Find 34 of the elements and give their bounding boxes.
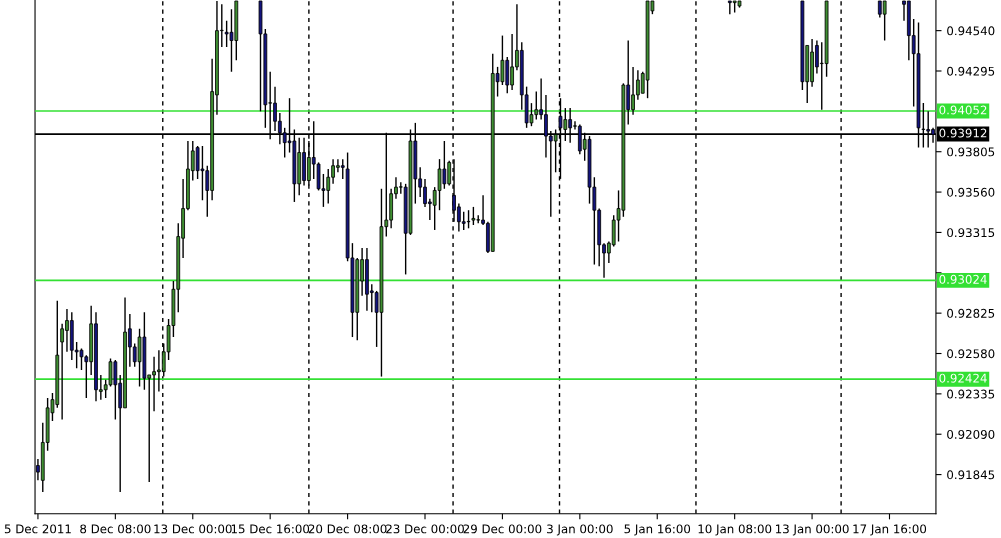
- candlestick: [882, 0, 887, 42]
- candlestick: [340, 158, 345, 180]
- x-tick-label: 5 Dec 2011: [4, 524, 71, 534]
- y-tick-label: 0.92335: [947, 389, 995, 399]
- candlestick: [471, 206, 476, 226]
- x-tick-label: 15 Dec 16:00: [231, 524, 310, 534]
- x-tick-label: 3 Jan 00:00: [547, 524, 613, 536]
- y-tick-label: 0.92580: [947, 349, 995, 359]
- ref-line-label: 0.94052: [939, 105, 987, 115]
- y-tick-label: 0.94295: [947, 66, 995, 76]
- ref-line-label: 0.93024: [939, 274, 987, 284]
- y-tick-label: 0.91845: [947, 470, 995, 480]
- x-tick-label: 13 Dec 00:00: [154, 524, 232, 534]
- x-tick-label: 8 Dec 08:00: [80, 524, 151, 534]
- candlestick: [466, 209, 471, 230]
- y-tick-label: 0.93805: [947, 147, 995, 157]
- x-tick-label: 23 Dec 00:00: [386, 524, 464, 534]
- y-tick-label: 0.94540: [947, 26, 995, 36]
- y-tick-label: 0.93560: [947, 187, 995, 197]
- x-tick-label: 13 Jan 00:00: [776, 524, 849, 536]
- x-tick-label: 5 Jan 16:00: [624, 524, 691, 536]
- candlestick: [437, 158, 442, 211]
- y-tick-label: 0.92825: [947, 308, 995, 318]
- candlestick: [200, 145, 205, 202]
- x-tick-label: 20 Dec 08:00: [308, 524, 387, 534]
- x-tick-label: 17 Jan 16:00: [853, 524, 927, 536]
- candlestick: [108, 357, 113, 388]
- candlestick: [79, 347, 84, 371]
- y-tick-label: 0.93315: [947, 228, 995, 238]
- ref-line-label: 0.92424: [939, 373, 987, 383]
- x-tick-label: 29 Dec 00:00: [463, 524, 542, 534]
- ref-line-label: 0.93912: [939, 128, 987, 138]
- x-tick-label: 10 Jan 08:00: [698, 524, 772, 536]
- y-tick-label: 0.92090: [947, 429, 995, 439]
